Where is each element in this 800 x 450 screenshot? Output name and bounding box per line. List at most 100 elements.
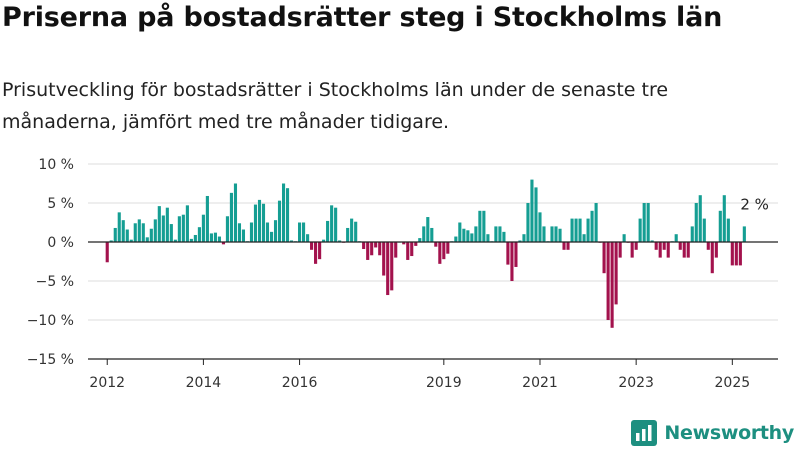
bar — [153, 219, 157, 242]
bar — [522, 234, 526, 242]
bar — [189, 238, 193, 242]
bar — [213, 232, 217, 242]
bar — [466, 230, 470, 242]
bar — [458, 222, 462, 242]
bar — [738, 242, 742, 266]
bar — [502, 231, 506, 242]
bar — [257, 199, 262, 242]
bar — [578, 218, 582, 242]
bar — [269, 231, 274, 242]
bar — [229, 192, 233, 242]
x-tick-label: 2019 — [426, 375, 462, 391]
bar — [209, 233, 213, 242]
bar — [326, 220, 330, 242]
bar — [586, 218, 590, 242]
bar — [261, 203, 266, 242]
bar — [137, 219, 141, 242]
bar-chart-logo-icon — [631, 420, 658, 446]
bar — [141, 223, 145, 242]
y-tick-label: 5 % — [47, 196, 74, 212]
y-axis-labels: 10 % 5 % 0 % −5 % −10 % −15 % — [27, 157, 74, 368]
bar — [253, 204, 258, 242]
bar — [237, 223, 242, 242]
bar — [570, 218, 574, 242]
bar — [298, 222, 302, 242]
bar — [338, 240, 342, 242]
annotations: 2 % — [740, 195, 769, 213]
bar — [201, 214, 205, 242]
bar — [217, 236, 221, 242]
x-tick-label: 2012 — [89, 375, 125, 391]
bar — [690, 226, 694, 242]
bar — [666, 242, 670, 258]
bar — [638, 218, 642, 242]
bar — [281, 183, 286, 242]
bar — [145, 237, 149, 242]
bar — [289, 240, 294, 242]
bar — [682, 242, 686, 258]
bar — [734, 242, 738, 266]
bar — [706, 242, 710, 250]
bar — [566, 242, 570, 250]
bar — [518, 240, 522, 242]
bar — [225, 216, 229, 242]
latest-value-label: 2 % — [740, 195, 769, 213]
bar — [221, 242, 226, 245]
bar — [390, 242, 394, 291]
bar — [410, 242, 414, 257]
bar — [614, 242, 618, 305]
bar — [430, 227, 434, 242]
bar — [318, 242, 322, 260]
bar — [702, 218, 706, 242]
bar — [334, 207, 338, 242]
chart-title: Priserna på bostadsrätter steg i Stockho… — [2, 2, 723, 33]
bar — [302, 222, 306, 242]
bar — [446, 242, 450, 254]
bars — [105, 179, 746, 328]
bar — [494, 226, 498, 242]
bar — [402, 242, 406, 245]
y-tick-label: −15 % — [27, 352, 74, 368]
bar — [714, 242, 718, 258]
bar — [470, 233, 474, 242]
x-axis: 2012 2014 2016 2019 2021 2023 2025 — [88, 358, 778, 391]
bar — [602, 242, 606, 274]
bar — [330, 205, 334, 242]
bar — [646, 203, 650, 242]
bar — [482, 210, 486, 242]
bar — [362, 242, 366, 250]
bar — [630, 242, 634, 258]
bar — [634, 242, 638, 250]
bar — [273, 220, 278, 242]
bar — [474, 226, 478, 242]
bar — [149, 228, 153, 242]
bar — [285, 188, 290, 242]
bar — [109, 240, 113, 242]
bar — [314, 242, 318, 264]
bar — [382, 242, 386, 276]
bar — [177, 216, 181, 242]
bar — [486, 234, 490, 242]
bar — [562, 242, 566, 250]
bar — [438, 242, 442, 264]
brand: Newsworthy — [631, 419, 794, 447]
bar — [125, 229, 129, 242]
bar — [650, 240, 654, 242]
bar — [205, 195, 209, 242]
bar — [530, 179, 534, 242]
bar — [654, 242, 658, 250]
bar — [249, 222, 254, 242]
bar — [366, 242, 370, 260]
bar — [618, 242, 622, 258]
bar — [233, 183, 238, 242]
bar — [173, 239, 177, 242]
bar — [105, 242, 109, 263]
bar — [726, 218, 730, 242]
bar — [161, 215, 165, 242]
bar — [310, 242, 314, 250]
bar — [594, 203, 598, 242]
bar — [157, 206, 161, 242]
bar — [710, 242, 714, 274]
y-tick-label: −10 % — [27, 313, 74, 329]
bar — [193, 234, 197, 242]
